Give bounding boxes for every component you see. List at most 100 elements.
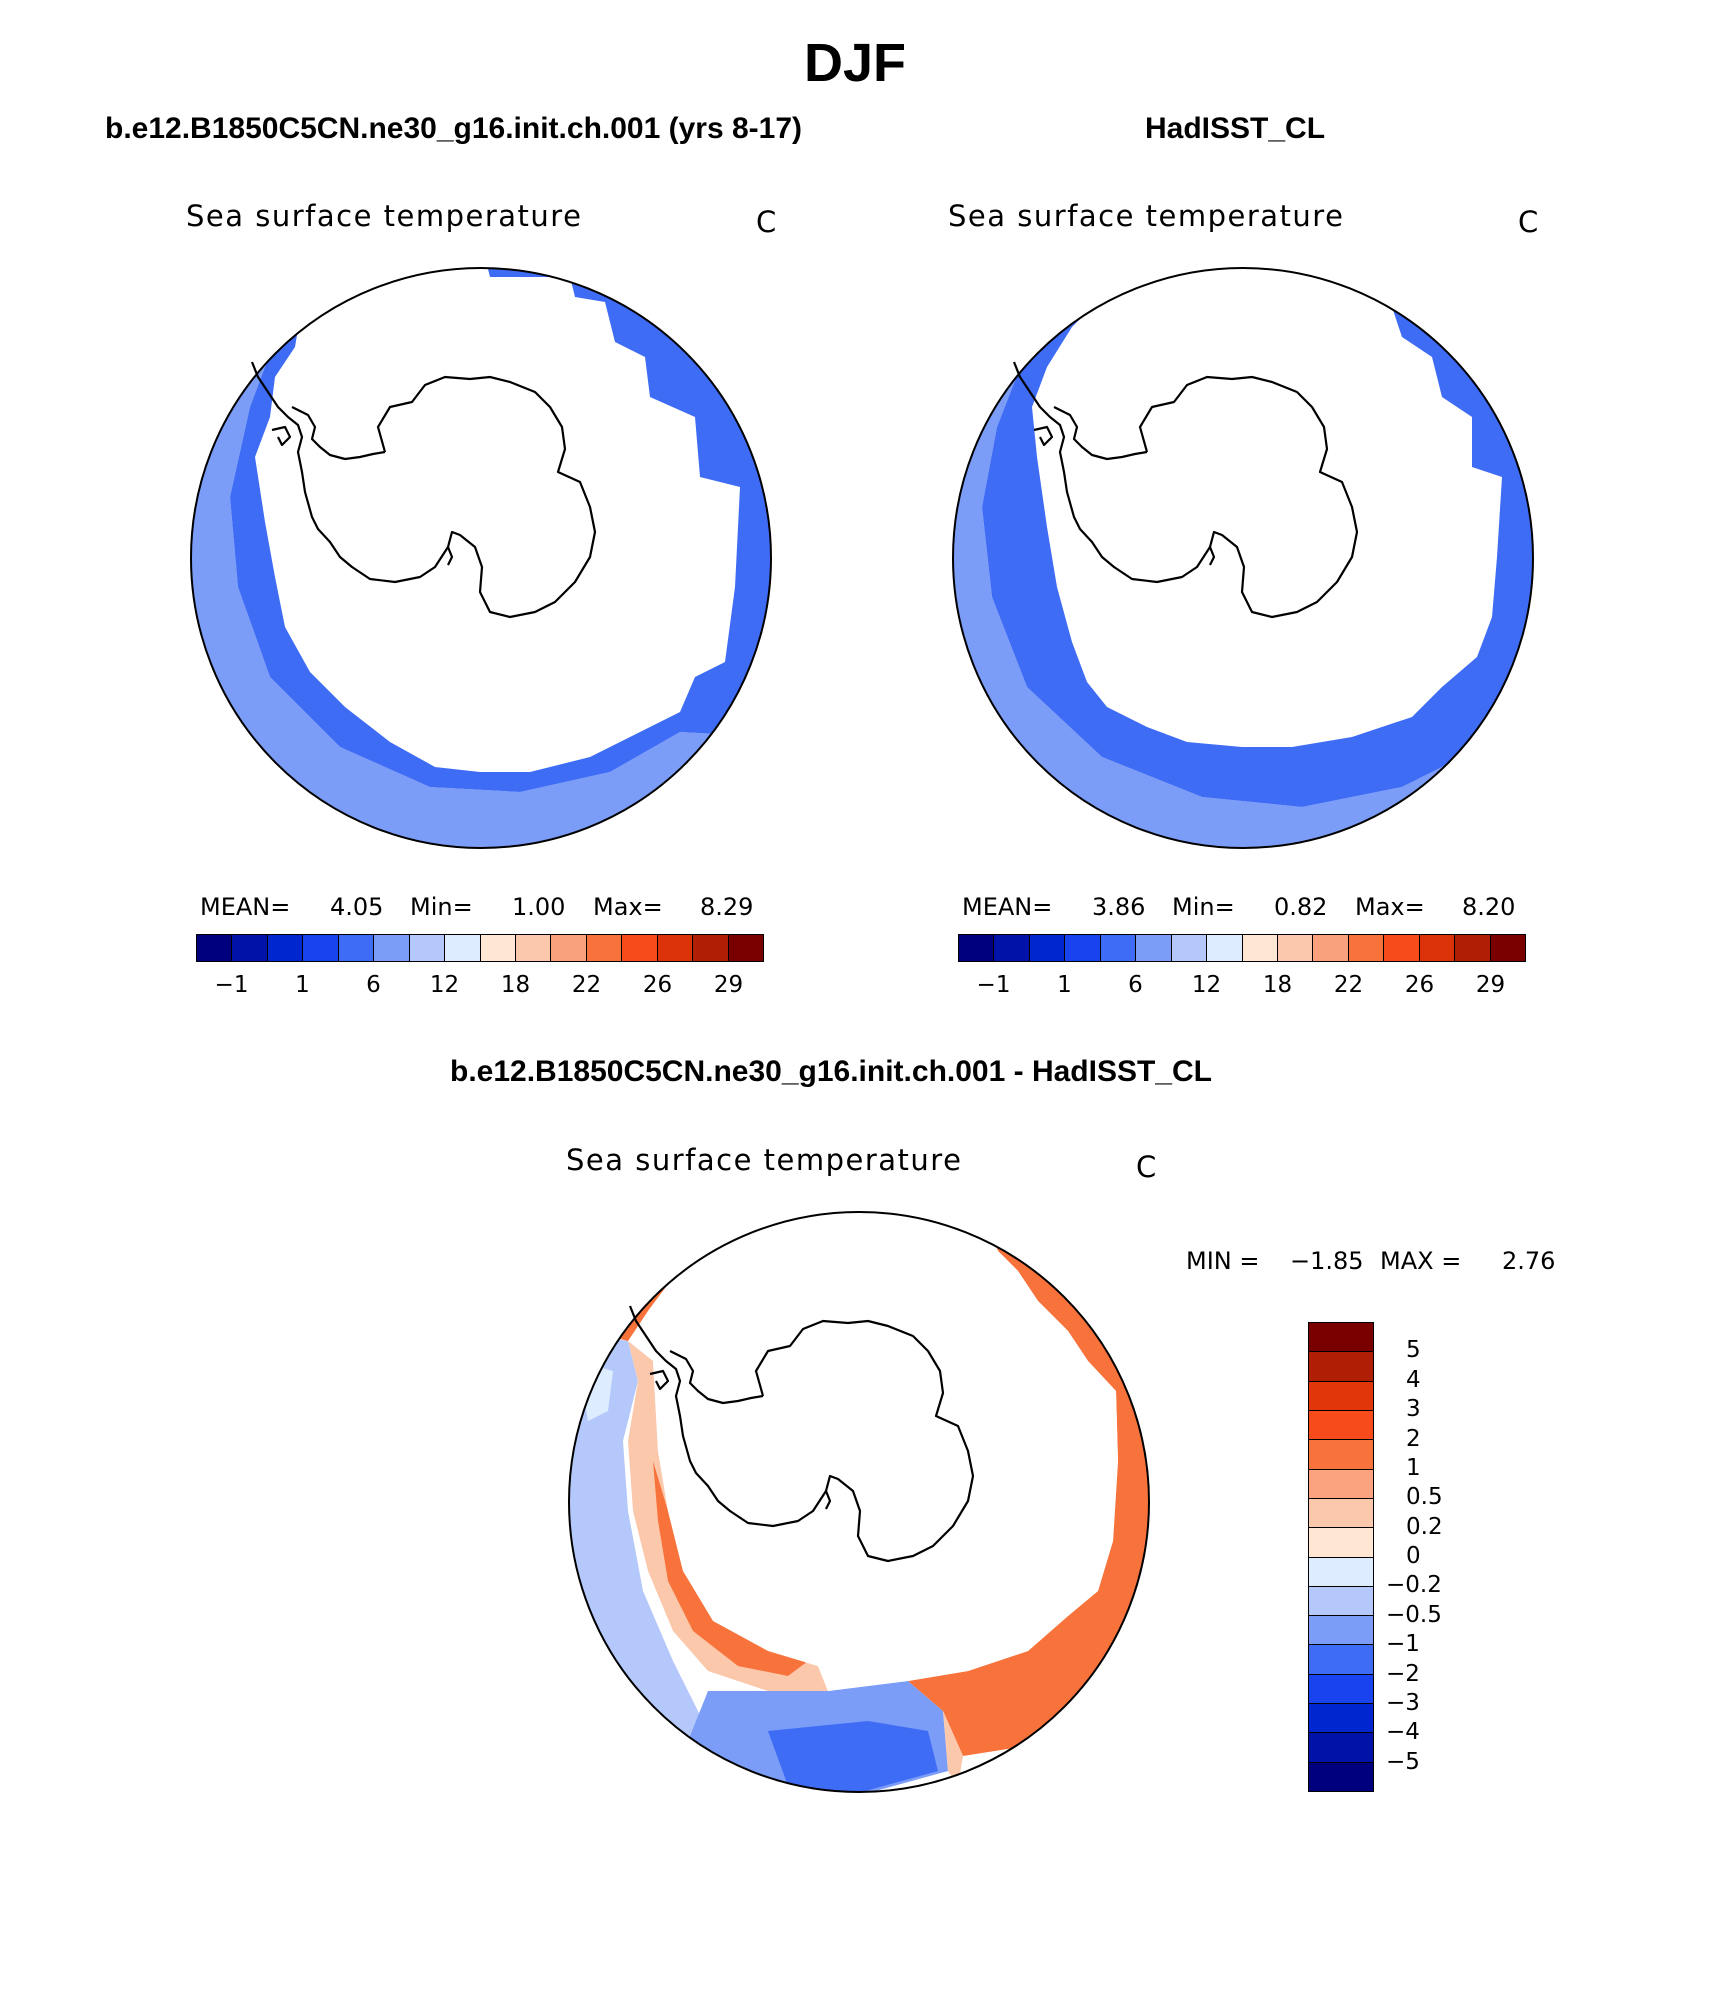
panel-model-colorbar-tick-label: 18 [500, 972, 531, 998]
panel-obs-colorbar [958, 934, 1526, 962]
panel-obs-colorbar-swatch [1348, 935, 1385, 961]
panel-model-colorbar-swatch [303, 935, 339, 961]
panel-obs-case-title: HadISST_CL [1145, 112, 1326, 145]
antarctica-coastline [628, 1305, 975, 1563]
panel-model-colorbar [196, 934, 764, 962]
diff-colorbar-tick-label: 5 [1406, 1337, 1421, 1364]
panel-obs-mean-label: MEAN= [962, 893, 1053, 921]
panel-obs-colorbar-swatch [1242, 935, 1278, 961]
panel-obs-max-value: 8.20 [1462, 893, 1516, 921]
panel-obs-colorbar-swatch [1029, 935, 1066, 961]
diff-colorbar-tick-label: −3 [1386, 1689, 1420, 1716]
panel-obs-colorbar-swatch [1136, 935, 1172, 961]
panel-model-mean-value: 4.05 [330, 893, 384, 921]
diff-colorbar-tick-label: −1 [1386, 1631, 1420, 1658]
diff-positive-west [628, 1341, 828, 1691]
panel-model-colorbar-swatch [515, 935, 552, 961]
panel-obs-colorbar-swatch [1490, 935, 1525, 961]
page-title: DJF [803, 33, 906, 93]
panel-obs-units-label: C [1518, 205, 1540, 239]
diff-units-label: C [1136, 1150, 1158, 1184]
diff-colorbar-tick-label: −5 [1386, 1748, 1420, 1775]
diff-colorbar-swatch [1309, 1498, 1373, 1529]
diff-colorbar-swatch [1309, 1528, 1373, 1558]
diff-colorbar-tick-label: −4 [1386, 1719, 1420, 1746]
diff-colorbar-tick-label: 2 [1406, 1425, 1421, 1452]
panel-model-colorbar-tick-label: 26 [642, 972, 673, 998]
panel-model-colorbar-tick-label: 6 [366, 972, 381, 998]
panel-model-colorbar-tick-label: 1 [295, 972, 310, 998]
panel-obs-colorbar-tick-label: 1 [1057, 972, 1072, 998]
panel-model-min-label: Min= [410, 893, 473, 921]
diff-colorbar-tick-label: −0.5 [1386, 1601, 1442, 1628]
panel-obs-colorbar-swatch [1277, 935, 1314, 961]
diff-colorbar-tick-label: 1 [1406, 1454, 1421, 1481]
diff-max-value: 2.76 [1502, 1247, 1556, 1275]
diff-colorbar-swatch [1309, 1352, 1373, 1382]
panel-obs-colorbar-swatch [1455, 935, 1491, 961]
diff-polar-map [568, 1211, 1150, 1793]
panel-model-case-title: b.e12.B1850C5CN.ne30_g16.init.ch.001 (yr… [105, 112, 803, 145]
diff-positive-west-strong [653, 1461, 808, 1676]
diff-colorbar-swatch [1309, 1469, 1373, 1499]
diff-colorbar-tick-label: 0.2 [1406, 1513, 1443, 1540]
diff-colorbar-swatch [1309, 1762, 1373, 1791]
panel-model-colorbar-swatch [480, 935, 516, 961]
panel-obs-colorbar-tick-label: 22 [1333, 972, 1364, 998]
panel-obs-colorbar-tick-label: 26 [1404, 972, 1435, 998]
panel-model-colorbar-swatch [267, 935, 304, 961]
diff-positive-east-light [943, 1711, 963, 1786]
panel-model-max-value: 8.29 [700, 893, 754, 921]
panel-obs-colorbar-swatch [1207, 935, 1243, 961]
panel-model-colorbar-labels: −1 1 6 12 18 22 26 29 [196, 972, 764, 1002]
diff-positive-east [908, 1221, 1149, 1756]
diff-colorbar-tick-label: −0.2 [1386, 1572, 1442, 1599]
panel-obs-colorbar-swatch [994, 935, 1030, 961]
panel-model-variable-label: Sea surface temperature [186, 199, 583, 233]
diff-case-title: b.e12.B1850C5CN.ne30_g16.init.ch.001 - H… [450, 1055, 1212, 1088]
panel-model-colorbar-swatch [551, 935, 587, 961]
diff-colorbar-tick-label: 0 [1406, 1543, 1421, 1569]
panel-model-colorbar-tick-label: −1 [214, 972, 249, 998]
panel-model-colorbar-swatch [622, 935, 658, 961]
diff-colorbar-swatch [1309, 1586, 1373, 1617]
sea-ice-region [648, 1212, 1118, 1691]
panel-obs-max-label: Max= [1355, 893, 1425, 921]
diff-variable-label: Sea surface temperature [566, 1143, 963, 1177]
panel-model-max-label: Max= [593, 893, 663, 921]
diff-max-label: MAX = [1380, 1247, 1462, 1275]
panel-model-colorbar-swatch [232, 935, 268, 961]
panel-obs-colorbar-tick-label: 6 [1128, 972, 1143, 998]
panel-model-min-value: 1.00 [512, 893, 566, 921]
diff-colorbar-swatch [1309, 1674, 1373, 1705]
diff-colorbar-swatch [1309, 1616, 1373, 1646]
panel-obs-colorbar-swatch [1384, 935, 1420, 961]
panel-model-colorbar-swatch [586, 935, 623, 961]
panel-obs-colorbar-labels: −1 1 6 12 18 22 26 29 [958, 972, 1526, 1002]
panel-obs-min-value: 0.82 [1274, 893, 1328, 921]
diff-colorbar-swatch [1309, 1733, 1373, 1763]
sea-ice-region [1032, 268, 1502, 747]
panel-model-mean-label: MEAN= [200, 893, 291, 921]
panel-model-colorbar-swatch [657, 935, 694, 961]
diff-colorbar-swatch [1309, 1645, 1373, 1675]
panel-model-units-label: C [756, 205, 778, 239]
diff-colorbar-labels: 5 4 3 2 1 0.5 0.2 0 −0.2 −0.5 −1 −2 −3 −4 −5 [1386, 1322, 1506, 1792]
panel-obs-min-label: Min= [1172, 893, 1235, 921]
diff-colorbar-swatch [1309, 1381, 1373, 1411]
diff-colorbar-swatch [1309, 1440, 1373, 1470]
panel-obs-polar-map [952, 267, 1534, 849]
panel-model-colorbar-swatch [693, 935, 729, 961]
panel-obs-colorbar-swatch [1419, 935, 1456, 961]
diff-min-label: MIN = [1186, 1247, 1260, 1275]
panel-obs-colorbar-tick-label: 18 [1262, 972, 1293, 998]
panel-model-colorbar-swatch [445, 935, 481, 961]
panel-model-colorbar-tick-label: 22 [571, 972, 602, 998]
panel-obs-colorbar-tick-label: 12 [1191, 972, 1222, 998]
panel-model-polar-map [190, 267, 772, 849]
panel-model-colorbar-tick-label: 29 [713, 972, 744, 998]
diff-colorbar-swatch [1309, 1704, 1373, 1734]
diff-colorbar [1308, 1322, 1374, 1792]
sea-ice-region [255, 268, 740, 772]
diff-colorbar-tick-label: 4 [1406, 1366, 1421, 1393]
